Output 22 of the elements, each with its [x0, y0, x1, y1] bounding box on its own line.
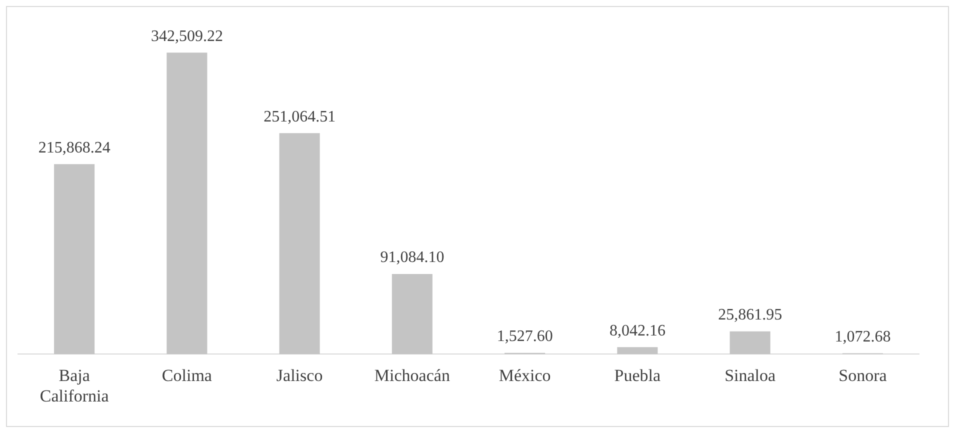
x-tick-label: Colima [162, 366, 212, 385]
x-tick-label: Michoacán [374, 366, 450, 385]
data-label: 1,527.60 [496, 328, 553, 346]
data-label: 25,861.95 [718, 306, 782, 324]
x-tick-label: Puebla [614, 366, 662, 385]
bar [617, 347, 658, 354]
data-label: 91,084.10 [380, 249, 444, 266]
data-label: 8,042.16 [609, 322, 666, 340]
data-label: 342,509.22 [150, 28, 223, 45]
x-tick-label: México [498, 366, 551, 385]
data-label: 215,868.24 [38, 139, 110, 156]
x-tick-label: Jalisco [276, 366, 323, 385]
x-tick-label: Baja California [40, 366, 110, 406]
data-label: 251,064.51 [264, 108, 336, 126]
x-tick-label: Sonora [838, 366, 888, 385]
bar [392, 274, 432, 354]
x-tick-label: Sinaloa [724, 366, 776, 385]
bar [166, 52, 208, 354]
bar [730, 331, 770, 354]
bar [279, 133, 320, 354]
data-label: 1,072.68 [834, 328, 891, 346]
bar [54, 164, 95, 354]
